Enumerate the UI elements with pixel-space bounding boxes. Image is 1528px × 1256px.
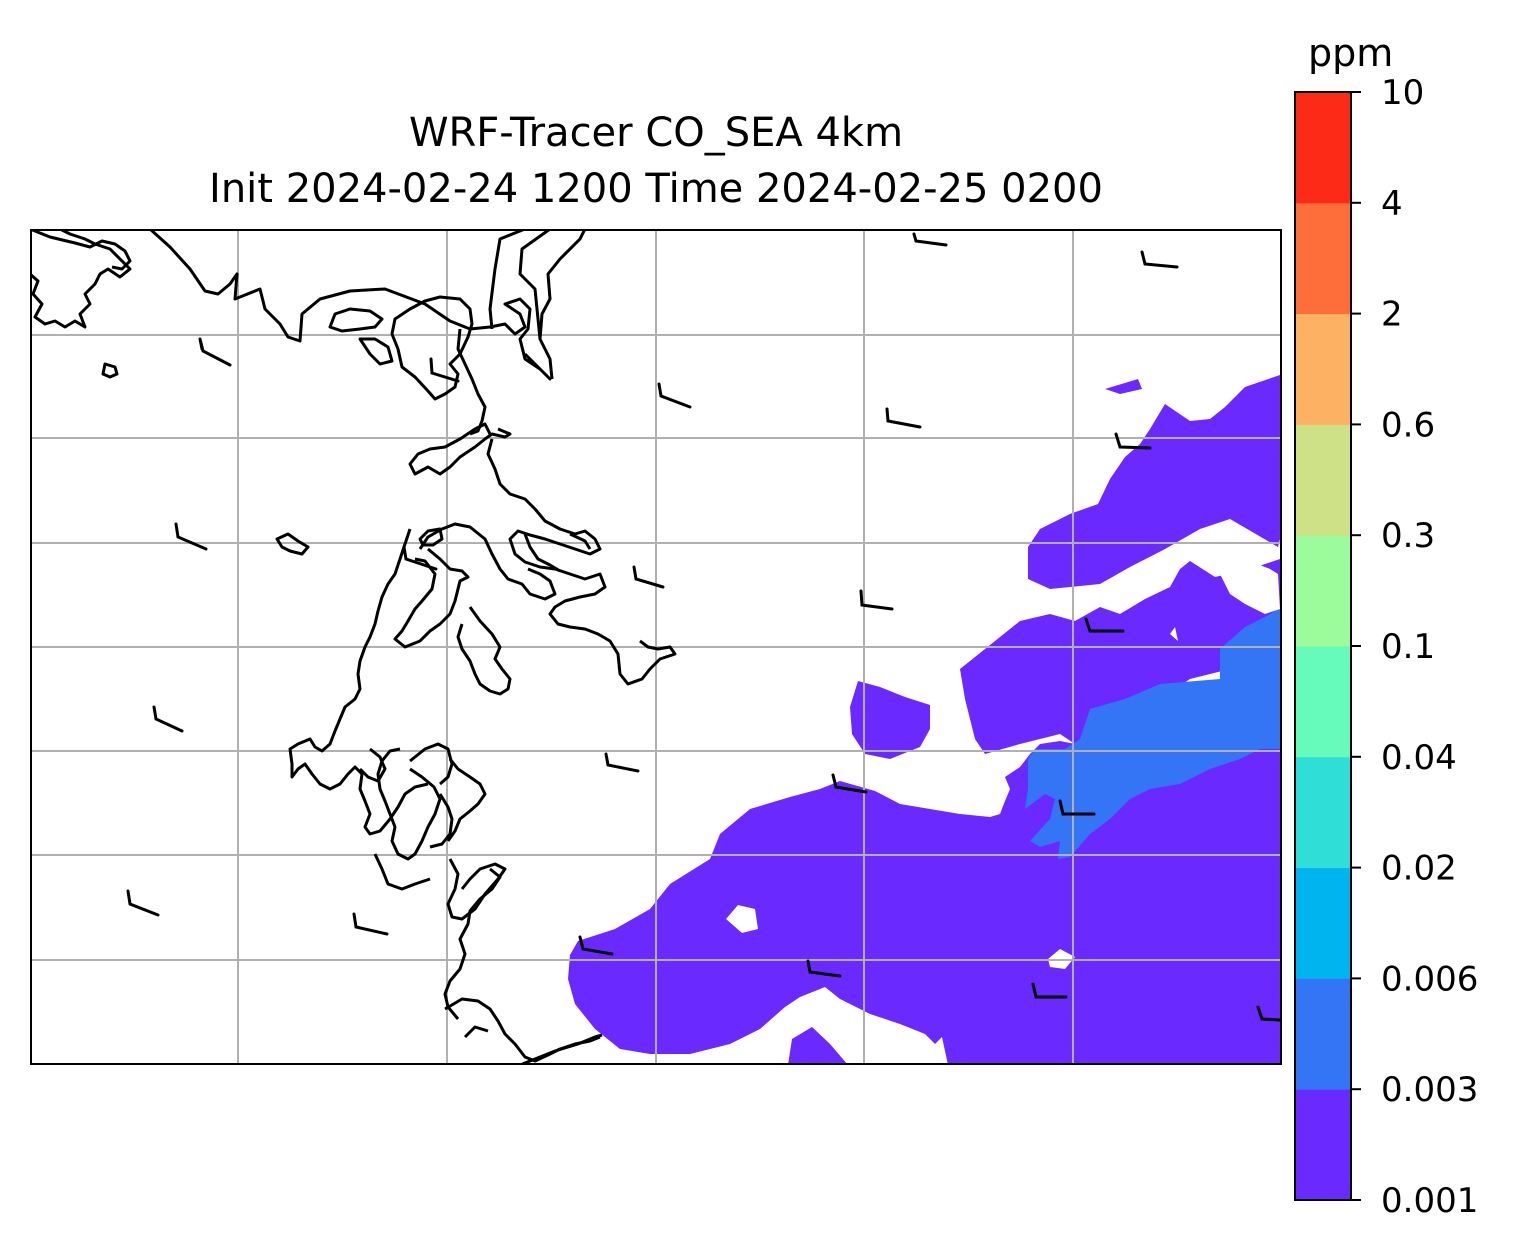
colorbar-unit-label: ppm: [1308, 31, 1393, 75]
wind-barb: [885, 407, 922, 429]
colorbar-tick-label: 0.04: [1381, 738, 1457, 778]
wind-barb: [152, 705, 184, 733]
wind-barb: [126, 889, 160, 917]
wind-barb: [657, 382, 692, 409]
map-frame: [30, 229, 1282, 1065]
colorbar-tick-label: 0.6: [1381, 405, 1435, 445]
colorbar-ticks: 0.001 0.003 0.006 0.02 0.04 0.1 0.3 0.6 2 4 10: [1351, 73, 1478, 1221]
colorbar-band: [1295, 646, 1351, 758]
wind-barb: [198, 337, 232, 367]
coastlines: [30, 229, 677, 1065]
colorbar-band: [1295, 313, 1351, 425]
colorbar-tick-label: 0.006: [1381, 959, 1478, 999]
wind-barb: [174, 522, 208, 551]
wind-barb: [402, 545, 438, 571]
wind-barb: [578, 935, 614, 956]
colorbar-band: [1295, 202, 1351, 315]
colorbar-tick-label: 0.001: [1381, 1181, 1478, 1221]
colorbar-band: [1295, 535, 1351, 647]
wind-barb: [1114, 432, 1152, 450]
map-title-line2: Init 2024-02-24 1200 Time 2024-02-25 020…: [209, 166, 1103, 212]
colorbar-band: [1295, 867, 1351, 979]
colorbar-tick-label: 10: [1381, 73, 1424, 113]
colorbar-tick-label: 0.3: [1381, 516, 1435, 556]
colorbar-tick-label: 0.02: [1381, 849, 1457, 889]
colorbar-tick-label: 2: [1381, 295, 1403, 335]
wind-barb: [604, 752, 640, 773]
colorbar-band: [1295, 756, 1351, 869]
tracer-field-mid: [1025, 607, 1282, 859]
map-gridlines: [30, 229, 1282, 1065]
wind-barb: [1084, 617, 1125, 633]
wind-barb: [632, 565, 665, 589]
colorbar-tick-label: 0.1: [1381, 627, 1435, 667]
wind-barb: [1031, 982, 1068, 999]
map-title-line1: WRF-Tracer CO_SEA 4km: [408, 110, 904, 156]
wind-barb: [1140, 250, 1179, 269]
colorbar-bands: [1295, 92, 1351, 1201]
colorbar: 0.001 0.003 0.006 0.02 0.04 0.1 0.3 0.6 2 4 10 ppm: [1294, 31, 1478, 1221]
colorbar-tick-label: 0.003: [1381, 1070, 1478, 1110]
wind-barbs: [126, 232, 1282, 1022]
colorbar-tick-label: 4: [1381, 184, 1403, 224]
wind-barb: [1058, 799, 1096, 816]
map-panel: [30, 229, 1282, 1065]
wind-barb: [352, 912, 389, 936]
wind-barb: [429, 357, 460, 383]
colorbar-band: [1295, 1089, 1351, 1201]
wind-barb: [831, 773, 868, 794]
wind-barb: [859, 589, 894, 611]
colorbar-band: [1295, 424, 1351, 536]
wind-barb: [806, 959, 842, 978]
colorbar-band: [1295, 92, 1351, 204]
colorbar-band: [1295, 978, 1351, 1090]
wind-barb: [1256, 1005, 1282, 1022]
wind-barb: [912, 232, 948, 247]
